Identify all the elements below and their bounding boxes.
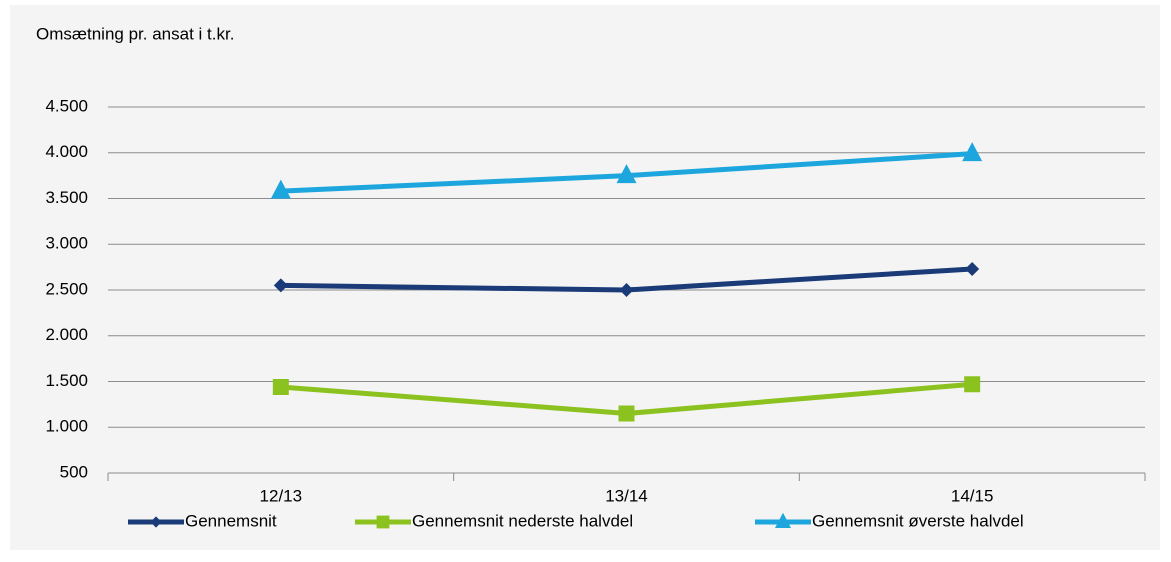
legend-label: Gennemsnit nederste halvdel: [412, 511, 633, 530]
y-tick-label: 1.500: [45, 371, 88, 390]
y-tick-label: 4.000: [45, 142, 88, 161]
marker-diamond: [273, 278, 288, 293]
marker-square: [272, 378, 289, 395]
marker-triangle: [962, 142, 983, 162]
y-tick-label: 2.500: [45, 279, 88, 298]
y-tick-label: 4.500: [45, 96, 88, 115]
y-tick-label: 1.000: [45, 417, 88, 436]
x-tick-label: 14/15: [951, 486, 994, 505]
marker-triangle: [616, 164, 637, 184]
chart-title: Omsætning pr. ansat i t.kr.: [36, 24, 234, 43]
marker-triangle: [775, 512, 791, 528]
marker-diamond: [619, 283, 634, 297]
marker-square: [618, 405, 635, 422]
chart-background: [10, 5, 1160, 550]
marker-square: [376, 515, 390, 529]
legend-label: Gennemsnit: [185, 511, 277, 530]
legend-label: Gennemsnit øverste halvdel: [812, 511, 1024, 530]
x-tick-label: 13/14: [605, 486, 648, 505]
y-tick-label: 3.500: [45, 188, 88, 207]
y-tick-label: 2.000: [45, 325, 88, 344]
y-tick-label: 500: [60, 462, 88, 481]
marker-diamond: [965, 261, 980, 276]
marker-square: [964, 376, 981, 393]
marker-triangle: [270, 179, 291, 199]
x-tick-label: 12/13: [260, 486, 303, 505]
y-tick-label: 3.000: [45, 234, 88, 253]
marker-diamond: [150, 516, 162, 528]
